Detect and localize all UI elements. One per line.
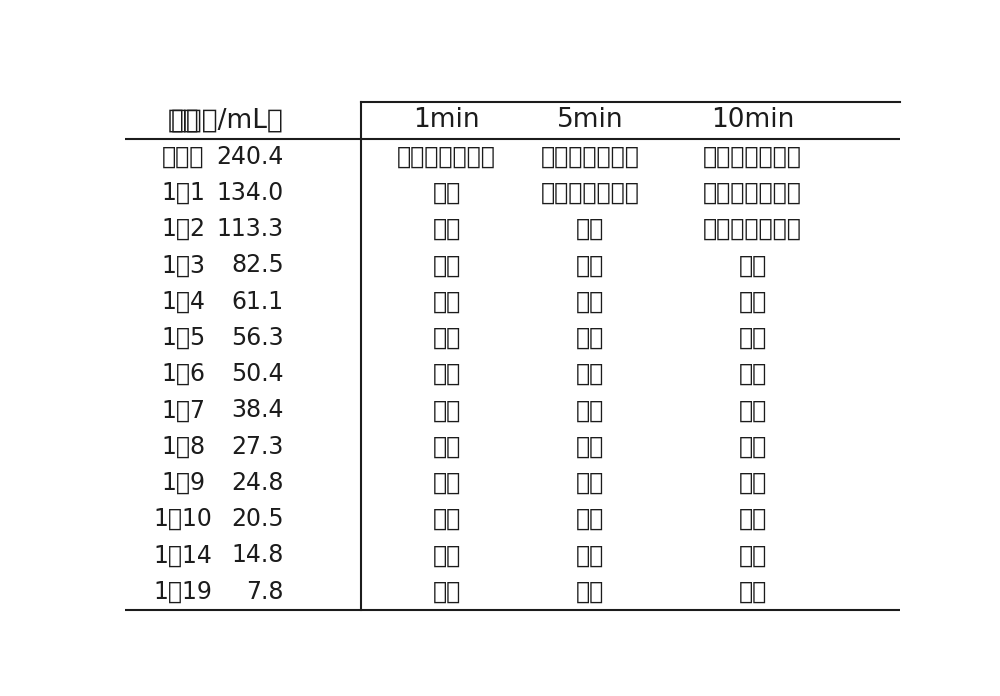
Text: 橙色: 橙色 xyxy=(739,544,767,567)
Text: 10min: 10min xyxy=(711,107,794,134)
Text: 橙色: 橙色 xyxy=(432,290,461,314)
Text: 1：19: 1：19 xyxy=(154,580,213,603)
Text: 5min: 5min xyxy=(557,107,623,134)
Text: 14.8: 14.8 xyxy=(232,544,284,567)
Text: 褐色: 褐色 xyxy=(739,290,767,314)
Text: 1：8: 1：8 xyxy=(161,435,205,459)
Text: 褐色: 褐色 xyxy=(576,362,604,386)
Text: 褐色: 褐色 xyxy=(432,217,461,241)
Text: 橙色: 橙色 xyxy=(739,471,767,495)
Text: 淡黄: 淡黄 xyxy=(432,580,461,603)
Text: （深褐色）紫红: （深褐色）紫红 xyxy=(541,145,639,168)
Text: 淡黄: 淡黄 xyxy=(432,471,461,495)
Text: 淡黄: 淡黄 xyxy=(432,544,461,567)
Text: 果（万/mL）: 果（万/mL） xyxy=(171,107,284,134)
Text: 1：4: 1：4 xyxy=(161,290,205,314)
Text: 淡黄: 淡黄 xyxy=(432,507,461,531)
Text: 20.5: 20.5 xyxy=(231,507,284,531)
Text: 1：5: 1：5 xyxy=(161,326,205,350)
Text: 褐色: 褐色 xyxy=(576,326,604,350)
Text: 橙色: 橙色 xyxy=(432,326,461,350)
Text: 橙色: 橙色 xyxy=(576,507,604,531)
Text: 橙色: 橙色 xyxy=(432,253,461,278)
Text: 50.4: 50.4 xyxy=(231,362,284,386)
Text: 橙色: 橙色 xyxy=(576,398,604,422)
Text: 134.0: 134.0 xyxy=(217,181,284,205)
Text: 橙色: 橙色 xyxy=(576,544,604,567)
Text: 1：2: 1：2 xyxy=(161,217,205,241)
Text: 褐色: 褐色 xyxy=(576,217,604,241)
Text: 橙色: 橙色 xyxy=(576,435,604,459)
Text: 淡黄: 淡黄 xyxy=(576,580,604,603)
Text: （深褐色）紫红: （深褐色）紫红 xyxy=(703,181,802,205)
Text: 橙色: 橙色 xyxy=(739,507,767,531)
Text: 27.3: 27.3 xyxy=(232,435,284,459)
Text: （深褐色）紫红: （深褐色）紫红 xyxy=(541,181,639,205)
Text: 113.3: 113.3 xyxy=(217,217,284,241)
Text: 1：10: 1：10 xyxy=(154,507,213,531)
Text: 比例: 比例 xyxy=(167,107,199,134)
Text: 1：1: 1：1 xyxy=(161,181,205,205)
Text: 橙色: 橙色 xyxy=(576,471,604,495)
Text: 1：14: 1：14 xyxy=(154,544,213,567)
Text: 淡黄: 淡黄 xyxy=(432,398,461,422)
Text: 淡黄: 淡黄 xyxy=(432,435,461,459)
Text: 褐色: 褐色 xyxy=(739,362,767,386)
Text: 褐色: 褐色 xyxy=(739,326,767,350)
Text: （深褐色）紫红: （深褐色）紫红 xyxy=(397,145,496,168)
Text: 橙色: 橙色 xyxy=(739,435,767,459)
Text: 56.3: 56.3 xyxy=(231,326,284,350)
Text: 1min: 1min xyxy=(413,107,480,134)
Text: 82.5: 82.5 xyxy=(231,253,284,278)
Text: 褐色: 褐色 xyxy=(739,398,767,422)
Text: 淡黄: 淡黄 xyxy=(739,580,767,603)
Text: 褐色: 褐色 xyxy=(739,253,767,278)
Text: 7.8: 7.8 xyxy=(246,580,284,603)
Text: 1：9: 1：9 xyxy=(161,471,205,495)
Text: 240.4: 240.4 xyxy=(216,145,284,168)
Text: 褐色: 褐色 xyxy=(432,181,461,205)
Text: 1：6: 1：6 xyxy=(161,362,205,386)
Text: 61.1: 61.1 xyxy=(232,290,284,314)
Text: （深褐色）紫红: （深褐色）紫红 xyxy=(703,217,802,241)
Text: 褐色: 褐色 xyxy=(576,290,604,314)
Text: 24.8: 24.8 xyxy=(231,471,284,495)
Text: 38.4: 38.4 xyxy=(231,398,284,422)
Text: 未稀释: 未稀释 xyxy=(162,145,204,168)
Text: 1：3: 1：3 xyxy=(161,253,205,278)
Text: （深褐色）紫红: （深褐色）紫红 xyxy=(703,145,802,168)
Text: 橙色: 橙色 xyxy=(432,362,461,386)
Text: 1：7: 1：7 xyxy=(161,398,205,422)
Text: 褐色: 褐色 xyxy=(576,253,604,278)
